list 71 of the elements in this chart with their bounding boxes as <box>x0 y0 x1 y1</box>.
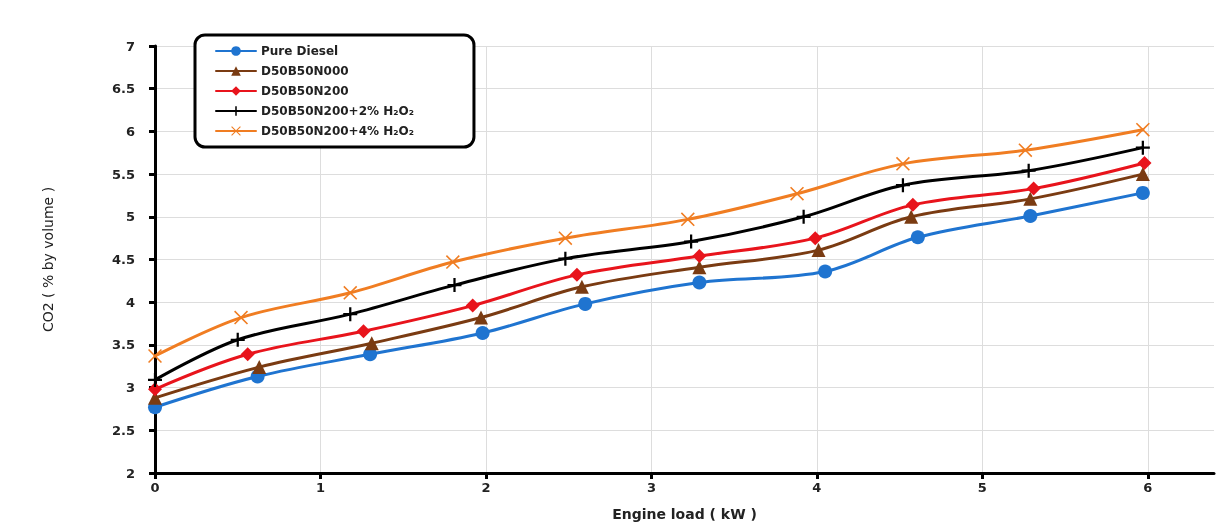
point <box>1018 143 1033 158</box>
y-tick-label: 4 <box>125 294 135 310</box>
point <box>692 249 707 264</box>
point <box>234 310 249 325</box>
point <box>148 382 162 397</box>
legend-label: Pure Diesel <box>261 44 339 58</box>
point <box>473 310 488 325</box>
point <box>240 347 255 362</box>
y-tick-label: 2 <box>125 465 135 481</box>
y-tick-label: 6.5 <box>111 81 135 97</box>
point <box>343 307 358 322</box>
point <box>465 298 480 313</box>
point <box>445 255 460 270</box>
y-tick-label: 5.5 <box>111 166 135 182</box>
legend-label: D50B50N200 <box>261 84 349 98</box>
point <box>148 372 162 387</box>
point <box>818 264 833 279</box>
x-tick-label: 5 <box>977 480 987 495</box>
point <box>343 285 358 300</box>
y-tick-label: 7 <box>125 38 135 54</box>
point <box>895 156 910 171</box>
legend-label: D50B50N000 <box>261 64 349 78</box>
point <box>684 234 699 249</box>
point <box>475 325 490 340</box>
point <box>680 212 695 227</box>
point <box>569 267 584 282</box>
x-tick-label: 1 <box>315 480 325 495</box>
y-axis-title: CO2 ( % by volume ) <box>40 186 56 333</box>
x-tick-label: 0 <box>150 480 160 495</box>
point <box>230 332 245 347</box>
point <box>790 186 805 201</box>
point <box>1026 181 1041 196</box>
point <box>808 231 823 246</box>
point <box>148 349 162 363</box>
y-tick-label: 3 <box>125 380 135 396</box>
point <box>904 209 919 224</box>
y-tick-label: 2.5 <box>111 422 135 438</box>
point <box>1137 156 1152 170</box>
x-tick-label: 4 <box>812 480 822 495</box>
point <box>811 243 826 258</box>
y-tick-label: 3.5 <box>111 337 135 353</box>
x-axis-title: Engine load ( kW ) <box>612 506 757 522</box>
x-tick-label: 6 <box>1143 480 1153 495</box>
point <box>1135 167 1150 182</box>
point <box>910 230 925 245</box>
y-tick-label: 5 <box>125 209 135 225</box>
point <box>364 336 379 351</box>
y-tick-label: 4.5 <box>111 252 135 267</box>
point <box>692 275 707 290</box>
point <box>895 178 910 193</box>
point <box>1135 185 1150 200</box>
point <box>1023 208 1038 223</box>
point <box>447 278 462 293</box>
legend-label: D50B50N200+4% H₂O₂ <box>261 124 414 138</box>
x-tick-label: 2 <box>481 480 491 495</box>
point <box>1023 191 1038 206</box>
point <box>1135 140 1150 155</box>
point <box>356 324 371 339</box>
point <box>1135 122 1150 137</box>
y-tick-label: 6 <box>125 123 135 139</box>
legend-label: D50B50N200+2% H₂O₂ <box>261 104 414 118</box>
point <box>905 197 920 212</box>
point <box>558 251 573 266</box>
point <box>692 260 707 275</box>
point <box>1021 163 1036 178</box>
point <box>574 279 589 294</box>
point <box>252 360 267 375</box>
point <box>558 231 573 246</box>
point <box>578 296 593 311</box>
point <box>796 209 811 224</box>
x-tick-label: 3 <box>646 480 656 495</box>
